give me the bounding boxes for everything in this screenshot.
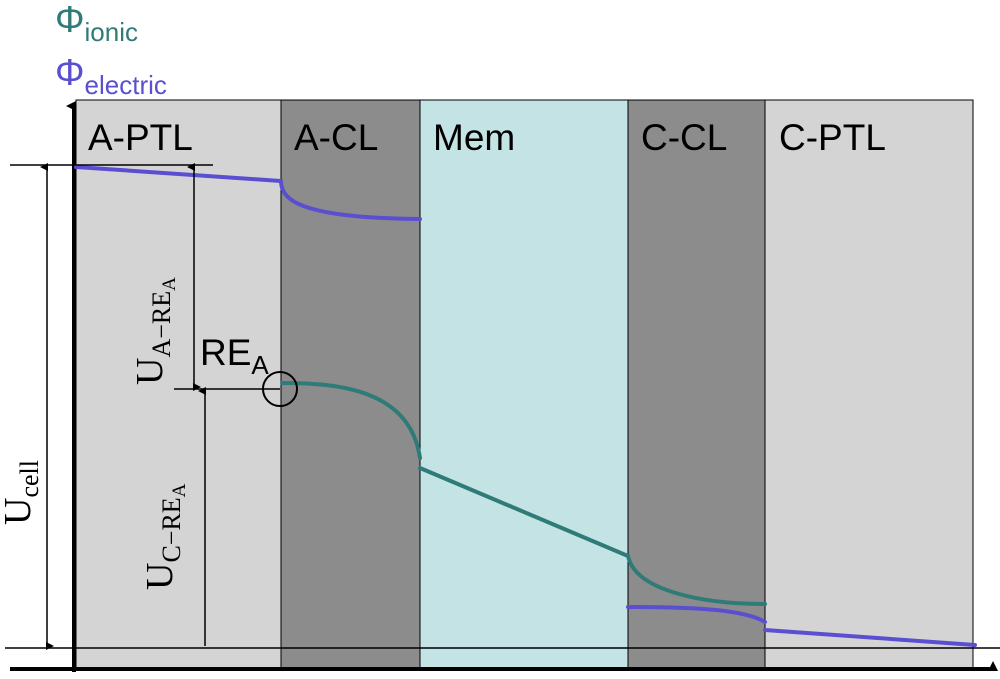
reference-electrode-label: REA <box>200 332 269 380</box>
region-mem <box>419 99 629 671</box>
legend-ionic: Φionic <box>55 0 138 47</box>
electric-segment-a-ptl <box>74 165 283 183</box>
ionic-segment-mem <box>418 466 630 558</box>
region-label-c-ptl: C-PTL <box>779 117 886 158</box>
regions-group <box>75 99 974 671</box>
u-a-re-label: UA−REA <box>129 277 180 385</box>
electric-potential-curve <box>74 165 977 647</box>
ionic-segment-a-cl <box>280 381 422 460</box>
region-label-c-cl: C-CL <box>641 117 727 158</box>
ionic-potential-curve <box>280 381 767 606</box>
region-c-ptl <box>764 99 974 671</box>
electric-segment-c-ptl <box>763 628 977 647</box>
region-c-cl <box>627 99 766 671</box>
legend-electric: Φelectric <box>55 52 167 100</box>
u-c-re-label: UC−REA <box>139 483 190 590</box>
electric-segment-c-cl <box>626 605 767 624</box>
legend: Φionic Φelectric <box>55 0 167 100</box>
ionic-segment-c-cl <box>626 554 767 606</box>
region-label-a-cl: A-CL <box>294 117 378 158</box>
region-label-a-ptl: A-PTL <box>88 117 193 158</box>
u-cell-label: Ucell <box>0 460 44 525</box>
region-a-ptl <box>75 99 282 671</box>
region-label-mem: Mem <box>433 117 515 158</box>
electric-segment-a-cl <box>279 179 422 221</box>
